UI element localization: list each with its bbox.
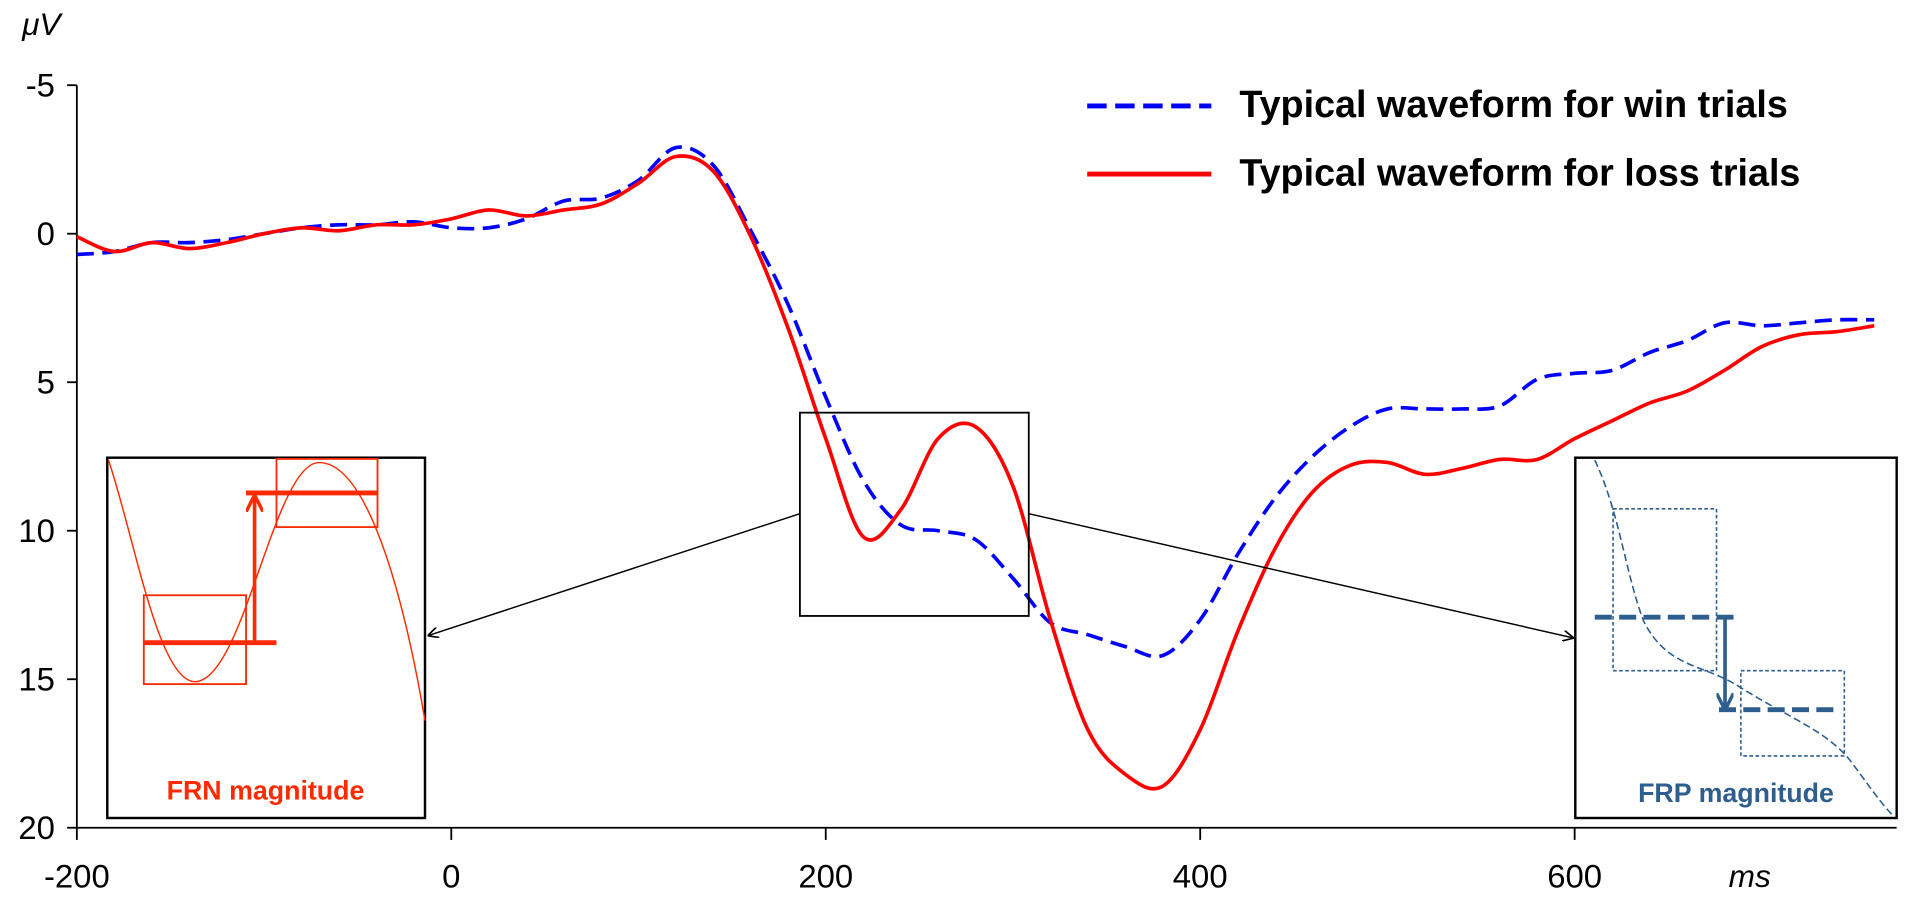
x-tick-label: 600 — [1547, 858, 1602, 895]
x-axis-label: ms — [1729, 858, 1771, 894]
axes-layer: -5 0 5 10 15 20 -200 0 200 400 600 — [18, 66, 1875, 895]
inset-box — [1612, 508, 1718, 672]
y-tick-label: 20 — [18, 809, 55, 846]
x-tick-label: 400 — [1173, 858, 1228, 895]
inset-box — [1740, 669, 1846, 757]
legend-label: Typical waveform for win trials — [1239, 83, 1787, 125]
x-tick-label: -200 — [44, 858, 110, 895]
inset-frame — [1574, 456, 1898, 820]
annotation: FRP magnitude — [1638, 778, 1834, 808]
pointer — [429, 512, 801, 636]
inset-curve — [107, 459, 426, 721]
frn-inset: FRN magnitude — [106, 456, 427, 820]
zoom-box — [798, 411, 1030, 617]
y-tick-label: 15 — [18, 660, 55, 697]
annotation: FRN magnitude — [167, 776, 365, 806]
series-line — [76, 154, 1875, 791]
y-axis-label: μV — [21, 6, 63, 42]
inset-curve — [1594, 459, 1894, 817]
pointer — [1028, 512, 1573, 638]
inset-box — [142, 594, 247, 686]
y-tick-label: 0 — [37, 215, 55, 252]
frp-inset: FRP magnitude — [1574, 456, 1898, 820]
legend-label: Typical waveform for loss trials — [1239, 151, 1800, 193]
y-tick-label: -5 — [26, 66, 55, 103]
x-tick-label: 0 — [442, 858, 460, 895]
y-tick-label: 5 — [37, 363, 55, 400]
x-tick-label: 200 — [798, 858, 853, 895]
series-line — [76, 145, 1875, 659]
y-tick-label: 10 — [18, 512, 55, 549]
